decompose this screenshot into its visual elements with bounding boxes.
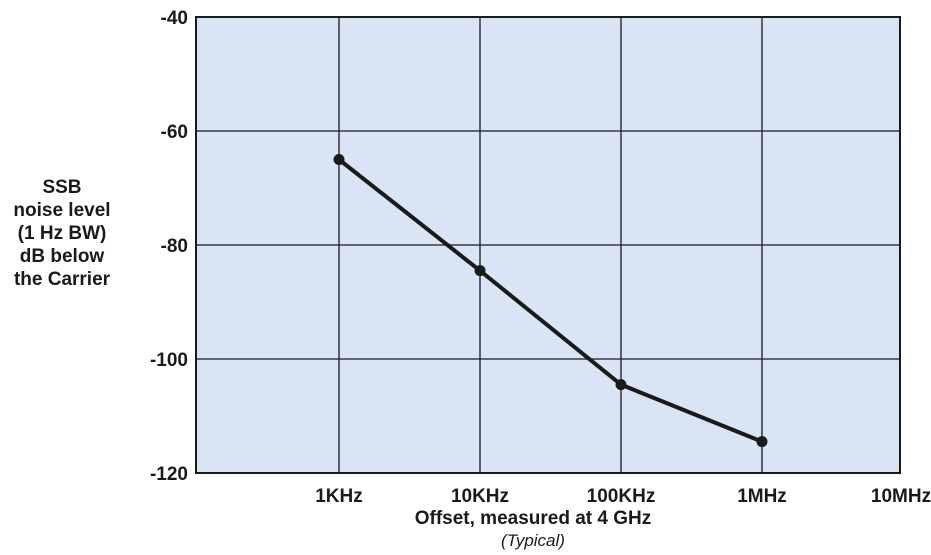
y-tick-labels: -40 -60 -80 -100 -120 <box>150 8 188 485</box>
x-axis-label: Offset, measured at 4 GHz <box>414 508 652 529</box>
y-tick-label: -60 <box>161 122 188 143</box>
x-tick-label: 1MHz <box>737 486 787 507</box>
x-tick-label: 10MHz <box>871 486 931 507</box>
x-tick-labels: 1KHz 10KHz 100KHz 1MHz 10MHz <box>315 486 931 507</box>
data-point <box>474 265 486 277</box>
grid <box>195 16 901 474</box>
series <box>333 154 768 448</box>
series-line <box>337 157 763 444</box>
y-tick-label: -100 <box>150 350 188 371</box>
y-tick-label: -40 <box>161 8 188 29</box>
x-tick-label: 1KHz <box>315 486 363 507</box>
y-axis-label: SSB noise level (1 Hz BW) dB below the C… <box>0 176 124 291</box>
y-axis-label-line: SSB <box>42 177 82 198</box>
y-axis-label-line: dB below <box>19 246 105 267</box>
y-axis-label-line: the Carrier <box>13 269 111 290</box>
y-tick-label: -80 <box>161 236 188 257</box>
plot-frame <box>195 16 901 474</box>
data-point <box>333 154 345 165</box>
data-point <box>756 436 768 448</box>
y-axis-label-line: noise level <box>13 200 111 221</box>
x-axis-sublabel: (Typical) <box>501 531 565 550</box>
y-tick-label: -120 <box>150 464 188 485</box>
x-tick-label: 100KHz <box>587 486 656 507</box>
y-axis-label-line: (1 Hz BW) <box>17 223 107 244</box>
x-tick-label: 10KHz <box>451 486 509 507</box>
data-point <box>615 379 627 391</box>
